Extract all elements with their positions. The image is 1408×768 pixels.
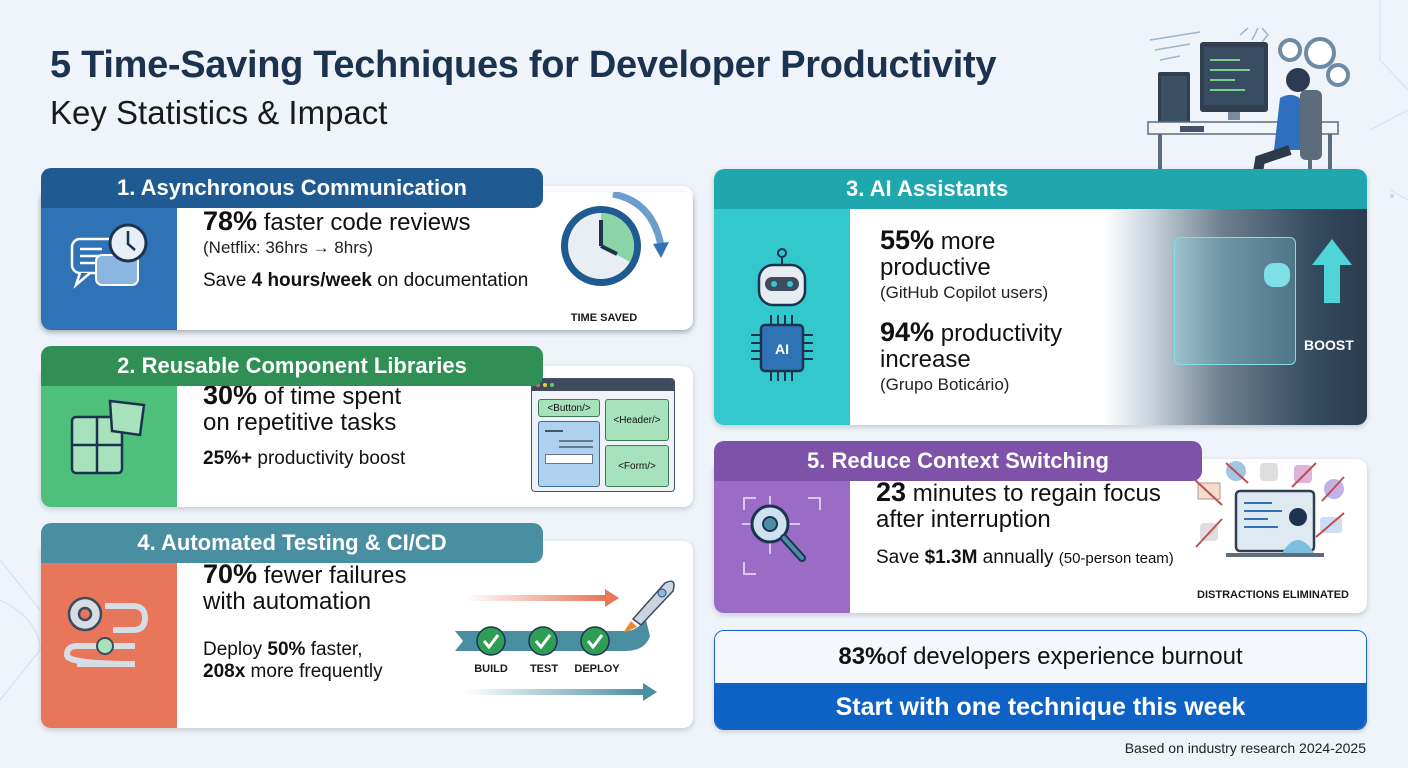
stat-text: fewer failures bbox=[257, 562, 407, 589]
robot-ai-chip-icon: AI bbox=[751, 248, 813, 381]
burnout-callout: 83% of developers experience burnout Sta… bbox=[714, 630, 1367, 730]
card-automated-testing: 4. Automated Testing & CI/CD 70% fewer f… bbox=[41, 523, 693, 729]
stat-value: 30% bbox=[203, 380, 258, 410]
chat-clock-icon bbox=[70, 223, 148, 289]
stat-text: increase bbox=[880, 346, 971, 373]
stat-note: (50-person team) bbox=[1058, 550, 1174, 567]
source-footnote: Based on industry research 2024-2025 bbox=[1124, 740, 1366, 756]
card-context-switching: 5. Reduce Context Switching 23 minutes t… bbox=[714, 441, 1367, 613]
stat-text: Save bbox=[203, 270, 252, 291]
stat-note: (GitHub Copilot users) bbox=[880, 283, 1049, 302]
pipeline-step-test: TEST bbox=[529, 663, 559, 675]
stat-text: productivity bbox=[934, 320, 1063, 347]
stat-text: Deploy bbox=[203, 639, 268, 660]
svg-text:AI: AI bbox=[775, 341, 789, 357]
stat-text: more bbox=[934, 228, 996, 255]
page-subtitle: Key Statistics & Impact bbox=[50, 94, 388, 131]
card-title: 5. Reduce Context Switching bbox=[714, 441, 1202, 481]
stat-value: 23 bbox=[876, 477, 907, 507]
page-title: 5 Time-Saving Techniques for Developer P… bbox=[50, 44, 997, 86]
pipeline-step-build: BUILD bbox=[474, 663, 508, 675]
component-button: <Button/> bbox=[538, 399, 600, 417]
arrow-up-icon bbox=[1312, 239, 1352, 303]
card-ai-assistants: 3. AI Assistants AI BOOST 55% more produ… bbox=[714, 169, 1367, 425]
stat-text: productive bbox=[880, 254, 991, 281]
cta-banner: Start with one technique this week bbox=[715, 683, 1366, 729]
stat-text: faster code reviews bbox=[257, 209, 471, 236]
puzzle-icon bbox=[70, 399, 146, 474]
component-library-window: <Button/> <Header/> <Form/> bbox=[531, 378, 675, 492]
developer-at-desk-icon bbox=[1147, 27, 1350, 195]
illustration-label: TIME SAVED bbox=[570, 312, 638, 324]
stat-note: (Grupo Boticário) bbox=[880, 375, 1010, 394]
stat-text: minutes to regain focus bbox=[906, 480, 1161, 507]
component-header: <Header/> bbox=[605, 399, 669, 441]
stat-value: 78% bbox=[203, 206, 258, 236]
pipeline-step-deploy: DEPLOY bbox=[574, 663, 620, 675]
stat-text: more frequently bbox=[245, 661, 383, 682]
stat-text: on documentation bbox=[371, 270, 529, 291]
card-title: 1. Asynchronous Communication bbox=[41, 168, 543, 208]
stat-text: after interruption bbox=[876, 506, 1051, 533]
stat-value: 83% bbox=[838, 643, 887, 670]
stat-value: 4 hours/week bbox=[251, 270, 372, 291]
stat-text: on repetitive tasks bbox=[203, 409, 397, 436]
stat-text: with automation bbox=[203, 588, 372, 615]
card-reusable-components: 2. Reusable Component Libraries 30% of t… bbox=[41, 346, 693, 508]
burnout-stat: 83% of developers experience burnout bbox=[715, 631, 1366, 683]
stat-text: of time spent bbox=[257, 383, 402, 410]
illustration-label: DISTRACTIONS ELIMINATED bbox=[1197, 589, 1349, 601]
stat-value: 25%+ bbox=[203, 448, 253, 469]
stat-text: faster, bbox=[305, 639, 363, 660]
stat-value: 208x bbox=[203, 661, 246, 682]
stat-text: Save bbox=[876, 547, 925, 568]
card-title: 4. Automated Testing & CI/CD bbox=[41, 523, 543, 563]
stopwatch-icon bbox=[561, 192, 669, 286]
copilot-icon bbox=[1264, 263, 1290, 287]
component-form: <Form/> bbox=[605, 445, 669, 487]
cicd-pipeline-icon bbox=[455, 580, 675, 701]
gear-workflow-icon bbox=[63, 596, 149, 667]
stat-value: $1.3M bbox=[924, 547, 978, 568]
boost-label: BOOST bbox=[1304, 337, 1354, 353]
stat-value: 55% bbox=[880, 225, 935, 255]
stat-text: of developers experience burnout bbox=[886, 643, 1243, 670]
laptop-photo: BOOST bbox=[1104, 209, 1367, 425]
stat-value: 50% bbox=[267, 639, 306, 660]
stat-text: annually bbox=[977, 547, 1059, 568]
stat-note: (Netflix: 36hrs → 8hrs) bbox=[203, 238, 374, 257]
card-async-overlay: 1. Asynchronous Communication 78% faster… bbox=[41, 168, 693, 330]
stat-text: productivity boost bbox=[252, 448, 406, 469]
stat-value: 70% bbox=[203, 559, 258, 589]
focus-magnifier-icon bbox=[742, 496, 821, 575]
stat-value: 94% bbox=[880, 317, 935, 347]
distractions-eliminated-icon bbox=[1193, 461, 1345, 557]
card-title: 3. AI Assistants bbox=[714, 169, 1367, 209]
card-title: 2. Reusable Component Libraries bbox=[41, 346, 543, 386]
